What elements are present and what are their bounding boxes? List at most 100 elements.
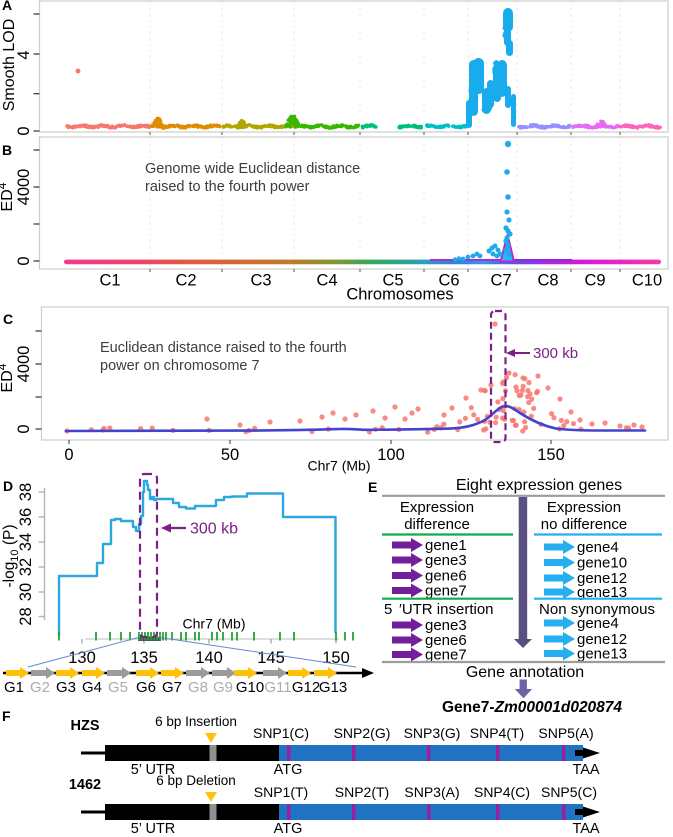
svg-text:G8: G8: [188, 679, 208, 696]
svg-text:Euclidean distance raised to t: Euclidean distance raised to the fourth: [100, 340, 347, 356]
svg-text:ATG: ATG: [274, 762, 303, 778]
svg-text:SNP2(G): SNP2(G): [334, 725, 391, 741]
svg-text:difference: difference: [404, 516, 470, 533]
svg-text:-log10 (P): -log10 (P): [1, 524, 21, 587]
svg-text:Genome wide Euclidean distance: Genome wide Euclidean distance: [145, 161, 360, 177]
svg-text:ATG: ATG: [274, 821, 303, 837]
svg-text:300 kb: 300 kb: [533, 345, 578, 362]
svg-text:6 bp Insertion: 6 bp Insertion: [155, 714, 237, 729]
svg-text:0: 0: [15, 424, 33, 433]
svg-text:145: 145: [257, 649, 285, 667]
svg-text:SNP2(T): SNP2(T): [335, 784, 389, 800]
svg-text:50: 50: [221, 446, 239, 464]
svg-text:gene4: gene4: [577, 539, 619, 556]
svg-text:0: 0: [15, 256, 33, 265]
svg-text:SNP4(T): SNP4(T): [470, 725, 524, 741]
svg-text:C2: C2: [175, 272, 196, 290]
svg-text:SNP1(T): SNP1(T): [254, 784, 308, 800]
svg-text:G2: G2: [30, 679, 50, 696]
svg-text:4000: 4000: [15, 346, 33, 383]
svg-text:32: 32: [17, 558, 35, 576]
svg-text:gene12: gene12: [577, 570, 627, 587]
svg-text:gene3: gene3: [425, 552, 467, 569]
svg-text:34: 34: [17, 533, 35, 551]
svg-text:Gene annotation: Gene annotation: [466, 664, 584, 681]
svg-text:gene13: gene13: [577, 646, 627, 663]
svg-text:140: 140: [195, 649, 223, 667]
svg-text:C10: C10: [632, 272, 662, 290]
svg-text:TAA: TAA: [572, 821, 599, 837]
svg-text:C: C: [3, 311, 13, 327]
svg-text:A: A: [2, 0, 12, 13]
svg-text:G7: G7: [162, 679, 182, 696]
svg-text:150: 150: [537, 446, 565, 464]
svg-text:4000: 4000: [15, 169, 33, 206]
svg-text:Eight expression genes: Eight expression genes: [456, 477, 622, 494]
svg-text:C4: C4: [316, 272, 337, 290]
svg-text:C8: C8: [537, 272, 558, 290]
svg-text:Gene7-Zm00001d020874: Gene7-Zm00001d020874: [442, 699, 622, 716]
svg-text:G1: G1: [4, 679, 24, 696]
svg-text:G4: G4: [82, 679, 102, 696]
svg-text:′UTR insertion: ′UTR insertion: [399, 601, 494, 618]
svg-text:C3: C3: [250, 272, 271, 290]
svg-text:36: 36: [17, 508, 35, 526]
svg-text:SNP1(C): SNP1(C): [253, 725, 309, 741]
svg-text:B: B: [2, 142, 12, 158]
svg-text:G6: G6: [136, 679, 156, 696]
svg-text:power on chromosome 7: power on chromosome 7: [100, 358, 260, 374]
svg-text:G13: G13: [319, 679, 347, 696]
svg-text:Expression: Expression: [400, 499, 474, 516]
svg-text:Expression: Expression: [547, 499, 621, 516]
svg-text:Chr7 (Mb): Chr7 (Mb): [182, 616, 245, 632]
svg-text:G10: G10: [236, 679, 264, 696]
svg-text:gene1: gene1: [425, 537, 467, 554]
svg-text:G9: G9: [213, 679, 233, 696]
svg-text:0: 0: [64, 446, 73, 464]
svg-text:G12: G12: [292, 679, 320, 696]
svg-text:F: F: [2, 708, 11, 724]
svg-text:ED4: ED4: [0, 182, 16, 211]
svg-text:C9: C9: [584, 272, 605, 290]
svg-text:C5: C5: [382, 272, 403, 290]
svg-text:38: 38: [17, 483, 35, 501]
svg-text:G5: G5: [108, 679, 128, 696]
svg-text:gene12: gene12: [577, 631, 627, 648]
svg-text:30: 30: [17, 583, 35, 601]
svg-text:Chromosomes: Chromosomes: [346, 286, 453, 304]
svg-text:HZS: HZS: [71, 718, 100, 734]
svg-text:Chr7 (Mb): Chr7 (Mb): [307, 458, 370, 474]
svg-text:5’ UTR: 5’ UTR: [131, 821, 176, 837]
svg-text:SNP3(G): SNP3(G): [404, 725, 461, 741]
svg-text:300 kb: 300 kb: [190, 521, 238, 538]
svg-text:gene6: gene6: [425, 632, 467, 649]
svg-text:5: 5: [384, 601, 392, 618]
svg-text:gene4: gene4: [577, 615, 619, 632]
svg-text:Non synonymous: Non synonymous: [539, 601, 655, 618]
svg-text:gene7: gene7: [425, 647, 467, 664]
svg-text:gene6: gene6: [425, 568, 467, 585]
svg-text:G11: G11: [264, 679, 291, 696]
svg-text:SNP5(C): SNP5(C): [541, 784, 597, 800]
svg-text:C1: C1: [99, 272, 120, 290]
svg-text:E: E: [368, 479, 377, 495]
svg-text:Smooth LOD: Smooth LOD: [1, 19, 18, 111]
svg-text:no difference: no difference: [541, 516, 627, 533]
svg-text:135: 135: [130, 649, 158, 667]
svg-text:raised to the fourth power: raised to the fourth power: [145, 179, 310, 195]
svg-text:6 bp Deletion: 6 bp Deletion: [156, 773, 236, 788]
svg-text:5’ UTR: 5’ UTR: [131, 762, 176, 778]
svg-text:C6: C6: [438, 272, 459, 290]
svg-text:100: 100: [377, 446, 405, 464]
svg-text:D: D: [3, 478, 13, 494]
svg-text:SNP4(C): SNP4(C): [474, 784, 530, 800]
svg-text:gene3: gene3: [425, 617, 467, 634]
svg-text:gene10: gene10: [577, 555, 627, 572]
svg-text:SNP5(A): SNP5(A): [538, 725, 593, 741]
svg-text:1462: 1462: [69, 777, 101, 793]
svg-text:C7: C7: [490, 272, 511, 290]
svg-text:SNP3(A): SNP3(A): [404, 784, 459, 800]
svg-text:0: 0: [15, 126, 33, 135]
svg-text:ED4: ED4: [0, 363, 16, 392]
svg-text:4: 4: [15, 50, 33, 59]
